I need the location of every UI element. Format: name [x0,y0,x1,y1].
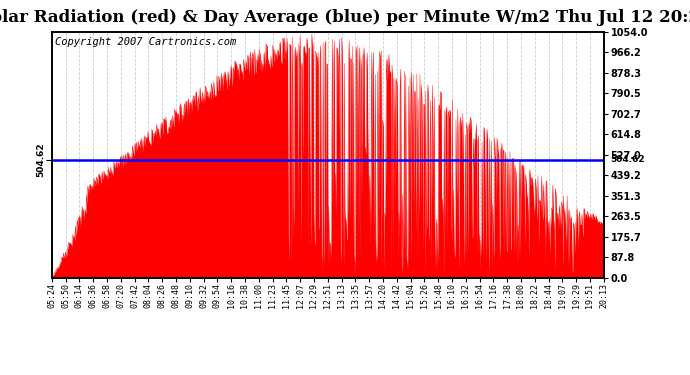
Text: 504.62: 504.62 [611,155,645,164]
Text: Copyright 2007 Cartronics.com: Copyright 2007 Cartronics.com [55,37,236,47]
Text: Solar Radiation (red) & Day Average (blue) per Minute W/m2 Thu Jul 12 20:20: Solar Radiation (red) & Day Average (blu… [0,9,690,26]
